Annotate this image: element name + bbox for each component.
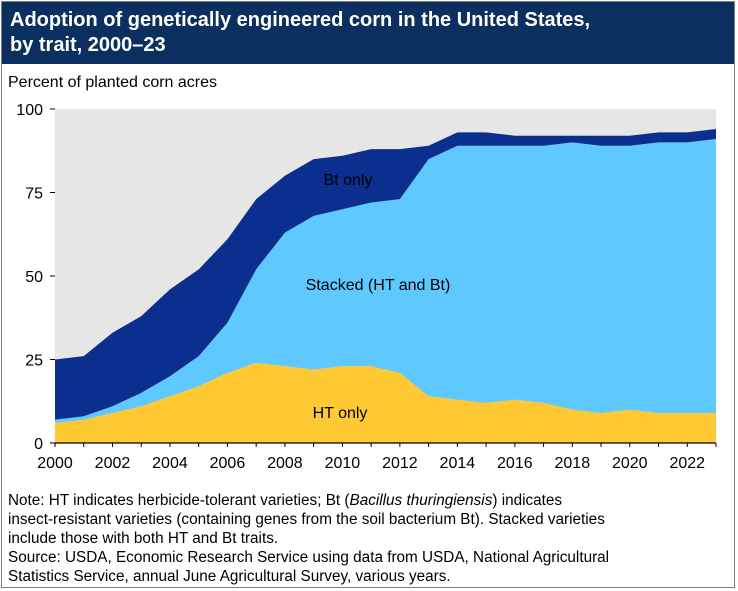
y-axis-label: Percent of planted corn acres bbox=[8, 74, 218, 91]
chart-title-line1: Adoption of genetically engineered corn … bbox=[10, 9, 591, 31]
x-tick-label-2020: 2020 bbox=[612, 455, 648, 472]
x-tick-label-2014: 2014 bbox=[440, 455, 476, 472]
y-tick-label-0: 0 bbox=[34, 436, 43, 453]
note-line-1-pre: Note: HT indicates herbicide-tolerant va… bbox=[8, 492, 350, 509]
chart-title: Adoption of genetically engineered corn … bbox=[10, 8, 725, 58]
x-tick-label-2016: 2016 bbox=[497, 455, 533, 472]
x-tick-label-2008: 2008 bbox=[267, 455, 303, 472]
y-tick-label-25: 25 bbox=[25, 353, 43, 370]
area-ht-only bbox=[55, 362, 716, 443]
y-tick-label-100: 100 bbox=[16, 102, 43, 119]
axes: 2000 2002 2004 2006 2008 2010 2012 2014 2016 2018… bbox=[16, 102, 717, 472]
note-line-2: insect-resistant varieties (containing g… bbox=[8, 511, 605, 528]
x-tick-label-2000: 2000 bbox=[37, 455, 73, 472]
note-line-1-post: ) indicates bbox=[492, 492, 563, 509]
x-tick-label-2002: 2002 bbox=[95, 455, 131, 472]
area-stacked-ht-and-bt bbox=[55, 139, 716, 423]
source-line-1: Source: USDA, Economic Research Service … bbox=[8, 549, 610, 566]
note-line-3: include those with both HT and Bt traits… bbox=[8, 530, 279, 547]
series-label-stacked: Stacked (HT and Bt) bbox=[306, 277, 451, 294]
series-label-ht-only: HT only bbox=[313, 405, 368, 422]
title-bar: Adoption of genetically engineered corn … bbox=[2, 2, 734, 64]
area-bt-only bbox=[55, 129, 716, 420]
y-tick-label-75: 75 bbox=[25, 186, 43, 203]
x-tick-label-2006: 2006 bbox=[210, 455, 246, 472]
chart-title-line2: by trait, 2000–23 bbox=[10, 34, 166, 56]
note-block: Note: HT indicates herbicide-tolerant va… bbox=[8, 491, 728, 586]
x-tick-label-2004: 2004 bbox=[152, 455, 188, 472]
y-tick-label-50: 50 bbox=[25, 269, 43, 286]
series-label-bt-only: Bt only bbox=[324, 172, 373, 189]
source-line-2: Statistics Service, annual June Agricult… bbox=[8, 568, 451, 585]
note-line-1: Note: HT indicates herbicide-tolerant va… bbox=[8, 491, 728, 510]
x-tick-label-2012: 2012 bbox=[382, 455, 418, 472]
x-tick-label-2022: 2022 bbox=[669, 455, 705, 472]
x-tick-label-2010: 2010 bbox=[325, 455, 361, 472]
note-line-1-italic: Bacillus thuringiensis bbox=[349, 492, 493, 509]
x-tick-label-2018: 2018 bbox=[555, 455, 591, 472]
area-layers bbox=[55, 129, 716, 443]
